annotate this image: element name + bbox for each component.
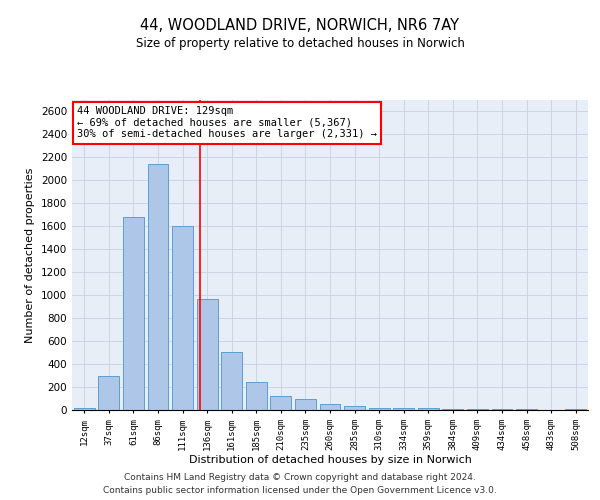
Bar — [98, 376, 119, 410]
Bar — [418, 408, 439, 410]
Bar — [148, 164, 169, 410]
Bar — [271, 396, 292, 410]
Bar — [565, 409, 586, 410]
Bar — [320, 404, 340, 410]
Bar — [197, 298, 218, 410]
Text: Contains public sector information licensed under the Open Government Licence v3: Contains public sector information licen… — [103, 486, 497, 495]
Text: 44 WOODLAND DRIVE: 129sqm
← 69% of detached houses are smaller (5,367)
30% of se: 44 WOODLAND DRIVE: 129sqm ← 69% of detac… — [77, 106, 377, 140]
Text: 44, WOODLAND DRIVE, NORWICH, NR6 7AY: 44, WOODLAND DRIVE, NORWICH, NR6 7AY — [140, 18, 460, 32]
Bar — [344, 406, 365, 410]
Bar — [74, 408, 95, 410]
Y-axis label: Number of detached properties: Number of detached properties — [25, 168, 35, 342]
Bar — [221, 352, 242, 410]
Bar — [246, 382, 267, 410]
Text: Contains HM Land Registry data © Crown copyright and database right 2024.: Contains HM Land Registry data © Crown c… — [124, 474, 476, 482]
Bar — [295, 398, 316, 410]
X-axis label: Distribution of detached houses by size in Norwich: Distribution of detached houses by size … — [188, 456, 472, 466]
Bar — [368, 408, 389, 410]
Bar — [393, 408, 414, 410]
Bar — [172, 226, 193, 410]
Bar — [442, 409, 463, 410]
Text: Size of property relative to detached houses in Norwich: Size of property relative to detached ho… — [136, 38, 464, 51]
Bar — [123, 217, 144, 410]
Bar — [491, 409, 512, 410]
